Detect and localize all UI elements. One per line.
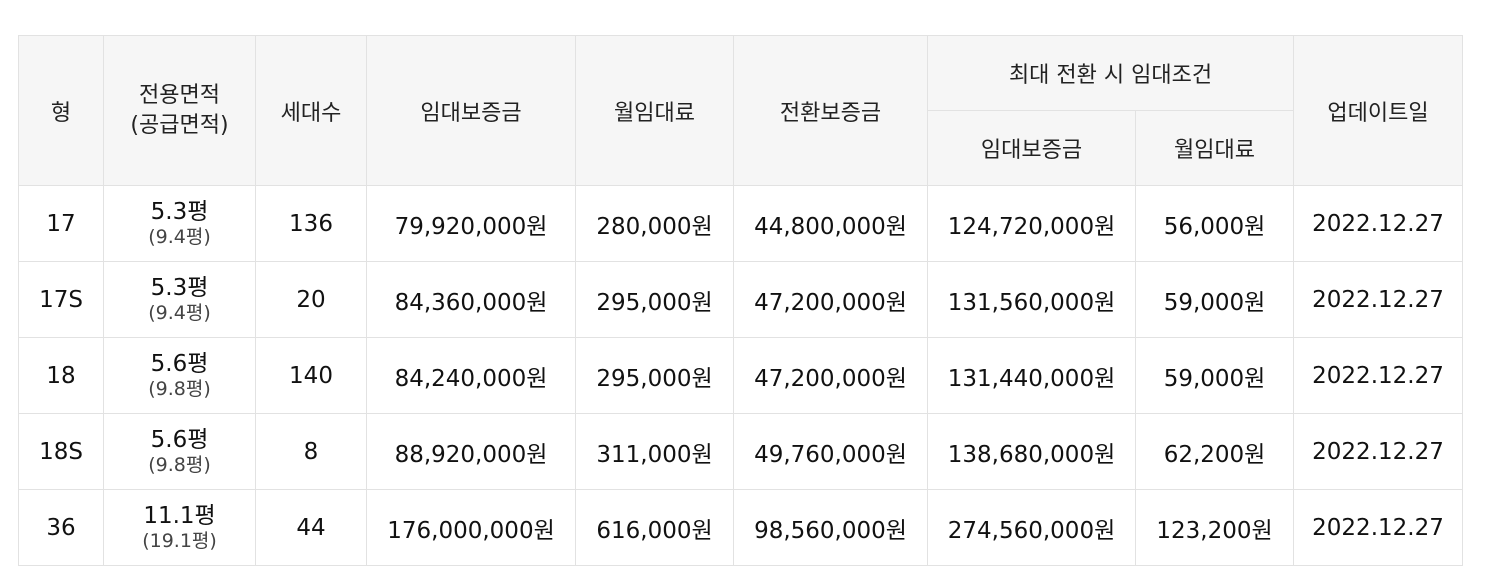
cell-deposit: 84,360,000원 <box>366 261 576 338</box>
cell-area: 5.6평 (9.8평) <box>103 413 256 490</box>
cell-updated: 2022.12.27 <box>1293 185 1464 262</box>
cell-max-monthly: 123,200원 <box>1134 489 1295 566</box>
header-updated: 업데이트일 <box>1293 35 1464 186</box>
cell-conversion-deposit: 47,200,000원 <box>733 261 928 338</box>
cell-deposit: 84,240,000원 <box>366 337 576 414</box>
cell-max-deposit: 124,720,000원 <box>927 185 1136 262</box>
cell-max-monthly: 56,000원 <box>1134 185 1295 262</box>
table-body: 17 5.3평 (9.4평) 136 79,920,000원 280,000원 44,800… <box>18 185 1464 566</box>
header-deposit: 임대보증금 <box>366 35 576 186</box>
cell-max-deposit: 274,560,000원 <box>927 489 1136 566</box>
cell-area: 5.3평 (9.4평) <box>103 185 256 262</box>
cell-max-deposit: 138,680,000원 <box>927 413 1136 490</box>
area-exclusive: 11.1평 <box>143 502 216 529</box>
area-exclusive: 5.6평 <box>150 426 209 453</box>
cell-households: 20 <box>255 261 367 338</box>
cell-monthly: 616,000원 <box>575 489 734 566</box>
cell-updated: 2022.12.27 <box>1293 261 1464 338</box>
cell-households: 8 <box>255 413 367 490</box>
header-max-monthly: 월임대료 <box>1134 110 1295 186</box>
header-area: 전용면적 (공급면적) <box>103 35 256 186</box>
cell-max-deposit: 131,560,000원 <box>927 261 1136 338</box>
cell-max-monthly: 59,000원 <box>1134 337 1295 414</box>
cell-area: 5.3평 (9.4평) <box>103 261 256 338</box>
table-row: 17S 5.3평 (9.4평) 20 84,360,000원 295,000원 47,200… <box>18 261 1464 338</box>
cell-households: 140 <box>255 337 367 414</box>
cell-conversion-deposit: 44,800,000원 <box>733 185 928 262</box>
header-area-line1: 전용면적 <box>139 82 220 108</box>
cell-deposit: 88,920,000원 <box>366 413 576 490</box>
header-monthly: 월임대료 <box>575 35 734 186</box>
cell-area: 11.1평 (19.1평) <box>103 489 256 566</box>
header-max-deposit: 임대보증금 <box>927 110 1136 186</box>
cell-deposit: 176,000,000원 <box>366 489 576 566</box>
cell-households: 136 <box>255 185 367 262</box>
table-row: 18 5.6평 (9.8평) 140 84,240,000원 295,000원 47,200… <box>18 337 1464 414</box>
cell-type: 17S <box>18 261 104 338</box>
cell-deposit: 79,920,000원 <box>366 185 576 262</box>
header-max-conversion: 최대 전환 시 임대조건 <box>926 35 1295 111</box>
header-type: 형 <box>18 35 104 186</box>
cell-type: 18 <box>18 337 104 414</box>
cell-max-monthly: 59,000원 <box>1134 261 1295 338</box>
cell-updated: 2022.12.27 <box>1293 413 1464 490</box>
header-conversion-deposit: 전환보증금 <box>733 35 928 186</box>
cell-monthly: 295,000원 <box>575 337 734 414</box>
cell-households: 44 <box>255 489 367 566</box>
cell-conversion-deposit: 98,560,000원 <box>733 489 928 566</box>
cell-conversion-deposit: 49,760,000원 <box>733 413 928 490</box>
cell-monthly: 280,000원 <box>575 185 734 262</box>
area-supply: (9.8평) <box>148 377 211 400</box>
cell-monthly: 295,000원 <box>575 261 734 338</box>
header-households: 세대수 <box>255 35 367 186</box>
area-supply: (9.8평) <box>148 453 211 476</box>
area-supply: (9.4평) <box>148 301 211 324</box>
cell-updated: 2022.12.27 <box>1293 489 1464 566</box>
area-supply: (19.1평) <box>142 529 217 552</box>
cell-max-monthly: 62,200원 <box>1134 413 1295 490</box>
cell-monthly: 311,000원 <box>575 413 734 490</box>
header-area-line2: (공급면적) <box>130 112 229 138</box>
cell-type: 18S <box>18 413 104 490</box>
cell-max-deposit: 131,440,000원 <box>927 337 1136 414</box>
table-row: 18S 5.6평 (9.8평) 8 88,920,000원 311,000원 49,760,… <box>18 413 1464 490</box>
table-header: 형 전용면적 (공급면적) 세대수 임대보증금 월임대료 전환보증금 최대 전환… <box>18 35 1464 186</box>
area-exclusive: 5.6평 <box>150 350 209 377</box>
area-supply: (9.4평) <box>148 225 211 248</box>
cell-updated: 2022.12.27 <box>1293 337 1464 414</box>
rent-table: 형 전용면적 (공급면적) 세대수 임대보증금 월임대료 전환보증금 최대 전환… <box>18 35 1464 566</box>
cell-conversion-deposit: 47,200,000원 <box>733 337 928 414</box>
rent-table-container: 형 전용면적 (공급면적) 세대수 임대보증금 월임대료 전환보증금 최대 전환… <box>18 35 1464 566</box>
table-row: 17 5.3평 (9.4평) 136 79,920,000원 280,000원 44,800… <box>18 185 1464 262</box>
cell-area: 5.6평 (9.8평) <box>103 337 256 414</box>
cell-type: 17 <box>18 185 104 262</box>
table-row: 36 11.1평 (19.1평) 44 176,000,000원 616,000원 98,5… <box>18 489 1464 566</box>
area-exclusive: 5.3평 <box>150 274 209 301</box>
area-exclusive: 5.3평 <box>150 198 209 225</box>
cell-type: 36 <box>18 489 104 566</box>
